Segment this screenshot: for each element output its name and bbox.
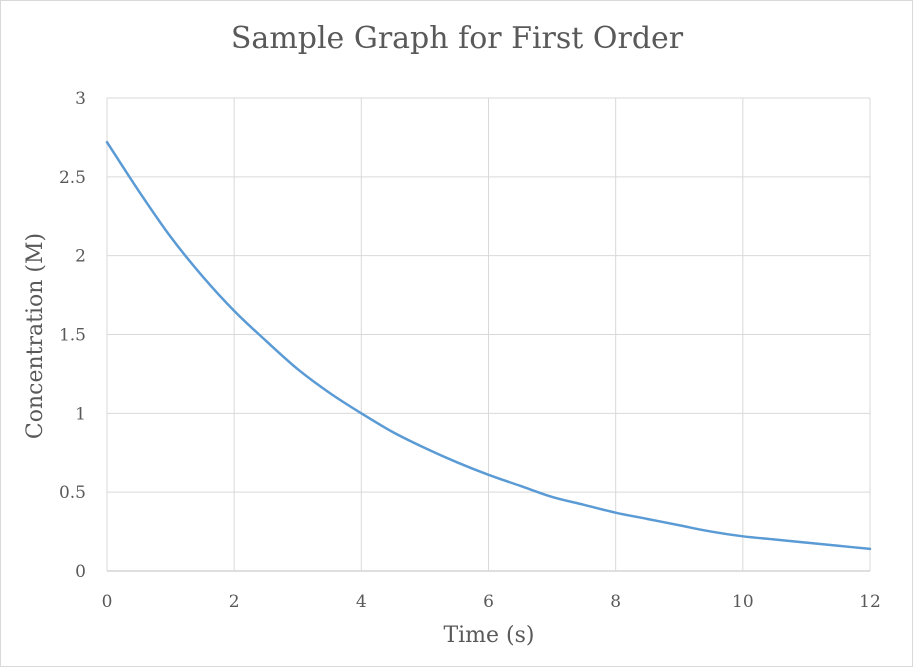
x-tick-label: 6 (483, 592, 494, 612)
y-tick-label: 1.5 (59, 326, 86, 346)
chart-title: Sample Graph for First Order (231, 21, 684, 56)
x-tick-label: 4 (356, 592, 367, 612)
x-tick-label: 0 (102, 592, 113, 612)
x-tick-label: 10 (732, 592, 754, 612)
series-line (105, 140, 872, 551)
y-tick-label: 1 (75, 404, 86, 424)
y-axis-ticks: 0 0.5 1 1.5 2 2.5 3 (59, 89, 86, 582)
y-tick-label: 0.5 (59, 483, 86, 503)
x-axis-title: Time (s) (443, 623, 534, 648)
x-tick-label: 12 (859, 592, 881, 612)
x-tick-label: 2 (229, 592, 240, 612)
series-layer (105, 140, 872, 551)
y-tick-label: 0 (75, 562, 86, 582)
y-tick-label: 2.5 (59, 168, 86, 188)
y-axis-title: Concentration (M) (23, 233, 48, 439)
x-tick-label: 8 (610, 592, 621, 612)
x-axis-ticks: 0 2 4 6 8 10 12 (102, 592, 881, 612)
y-tick-label: 2 (75, 247, 86, 267)
grid-lines (106, 97, 871, 572)
y-tick-label: 3 (75, 89, 86, 109)
